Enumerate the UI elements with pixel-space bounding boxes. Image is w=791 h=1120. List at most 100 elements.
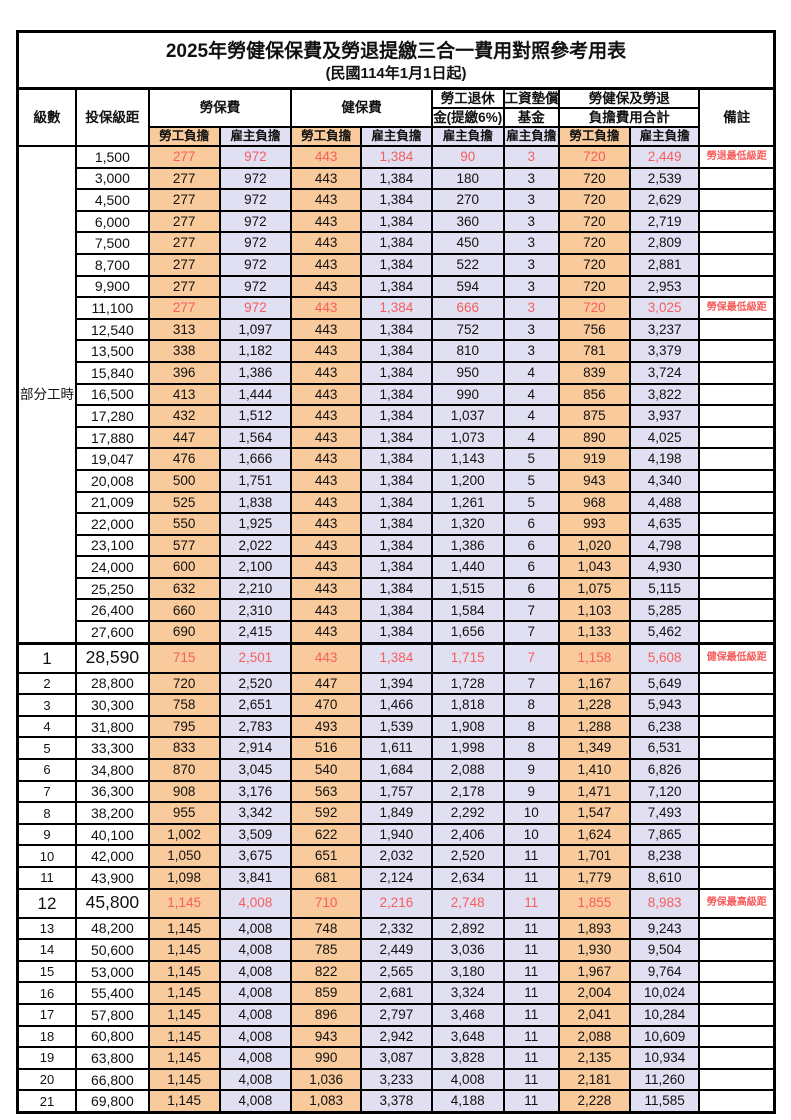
cell-total-employer: 4,635 [628,512,701,536]
cell-level: 3 [16,693,77,717]
subheader-total-employer: 雇主負擔 [628,126,701,147]
cell-pension-employer: 360 [430,209,505,234]
cell-total-employer: 8,983 [628,887,701,919]
cell-remark [698,598,776,623]
cell-health-employer: 1,384 [360,533,433,558]
cell-remark [698,209,776,234]
cell-total-employee: 856 [557,382,631,407]
cell-fund-employer: 11 [502,959,560,984]
cell-bracket: 55,400 [74,981,150,1005]
cell-pension-employer: 1,818 [430,693,505,717]
cell-total-employee: 943 [557,468,631,493]
cell-total-employer: 2,881 [628,252,701,277]
cell-labor-employer: 972 [218,188,293,212]
cell-fund-employer: 3 [502,231,560,255]
cell-health-employee: 443 [290,468,363,493]
table-row: 16 55,400 1,145 4,008 859 2,681 3,324 11 2,004 10… [16,981,776,1005]
cell-health-employer: 2,565 [360,959,433,984]
cell-remark: 勞保最高級距 [698,887,776,919]
table-row: 6 34,800 870 3,045 540 1,684 2,088 9 1,410 6,826 [16,758,776,782]
cell-total-employer: 9,764 [628,959,701,984]
cell-pension-employer: 2,748 [430,887,505,919]
table-row: 3 30,300 758 2,651 470 1,466 1,818 8 1,228 5,943 [16,693,776,717]
cell-health-employee: 443 [290,576,363,601]
cell-health-employee: 443 [290,533,363,558]
cell-level: 21 [16,1089,77,1114]
cell-total-employer: 6,826 [628,758,701,782]
page-subtitle: (民國114年1月1日起) [325,65,467,83]
cell-labor-employee: 500 [147,468,221,493]
cell-fund-employer: 11 [502,981,560,1005]
cell-remark [698,274,776,299]
cell-health-employee: 443 [290,209,363,234]
col-header-total-line2: 負擔費用合計 [557,107,701,128]
cell-fund-employer: 6 [502,555,560,579]
cell-level: 10 [16,844,77,868]
cell-health-employee: 447 [290,671,363,696]
table-row: 21 69,800 1,145 4,008 1,083 3,378 4,188 11 2,228… [16,1089,776,1114]
cell-pension-employer: 810 [430,339,505,363]
cell-health-employee: 563 [290,779,363,804]
cell-health-employee: 748 [290,916,363,941]
cell-health-employee: 443 [290,274,363,299]
cell-fund-employer: 7 [502,620,560,645]
cell-fund-employer: 4 [502,404,560,428]
cell-total-employer: 3,937 [628,404,701,428]
cell-health-employer: 1,849 [360,801,433,825]
cell-total-employee: 1,288 [557,714,631,739]
cell-level: 4 [16,714,77,739]
cell-bracket: 8,700 [74,252,150,277]
cell-pension-employer: 752 [430,317,505,342]
cell-bracket: 30,300 [74,693,150,717]
cell-health-employer: 1,940 [360,822,433,847]
cell-level: 2 [16,671,77,696]
cell-total-employer: 5,608 [628,641,701,674]
cell-bracket: 42,000 [74,844,150,868]
cell-health-employer: 1,384 [360,145,433,169]
table-row: 17 57,800 1,145 4,008 896 2,797 3,468 11 2,041 10… [16,1002,776,1027]
cell-health-employer: 1,384 [360,339,433,363]
cell-health-employer: 1,384 [360,360,433,385]
cell-fund-employer: 5 [502,490,560,515]
cell-health-employer: 1,384 [360,382,433,407]
table-row: 15 53,000 1,145 4,008 822 2,565 3,180 11 1,967 9,… [16,959,776,984]
subheader-labor-employer: 雇主負擔 [218,126,293,147]
cell-total-employee: 1,701 [557,844,631,868]
table-row: 4,500 277 972 443 1,384 270 3 720 2,629 [18,188,776,212]
cell-bracket: 15,840 [74,360,150,385]
cell-remark [698,231,776,255]
table-row: 部分工時 1,500 277 972 443 1,384 90 3 720 2,449 勞退最低級距 [16,144,776,645]
cell-total-employer: 3,822 [628,382,701,407]
cell-labor-employee: 600 [147,555,221,579]
cell-labor-employer: 972 [218,166,293,191]
cell-remark [698,382,776,407]
cell-health-employer: 1,384 [360,231,433,255]
cell-total-employee: 1,624 [557,822,631,847]
table-row: 24,000 600 2,100 443 1,384 1,440 6 1,043 4,930 [18,555,776,579]
cell-total-employee: 1,547 [557,801,631,825]
cell-labor-employer: 2,914 [218,736,293,761]
cell-remark [698,981,776,1005]
table-row: 15,840 396 1,386 443 1,384 950 4 839 3,724 [18,360,776,385]
cell-bracket: 34,800 [74,758,150,782]
cell-level: 17 [16,1002,77,1027]
cell-pension-employer: 3,036 [430,938,505,962]
cell-total-employee: 968 [557,490,631,515]
cell-pension-employer: 990 [430,382,505,407]
cell-labor-employee: 277 [147,274,221,299]
cell-fund-employer: 4 [502,425,560,450]
cell-health-employee: 896 [290,1002,363,1027]
cell-labor-employee: 447 [147,425,221,450]
cell-pension-employer: 1,908 [430,714,505,739]
cell-health-employer: 2,681 [360,981,433,1005]
cell-remark [698,317,776,342]
cell-total-employer: 8,238 [628,844,701,868]
cell-labor-employee: 577 [147,533,221,558]
cell-health-employer: 3,233 [360,1067,433,1092]
cell-fund-employer: 8 [502,693,560,717]
cell-remark [698,866,776,890]
cell-bracket: 1,500 [74,145,150,169]
cell-bracket: 50,600 [74,938,150,962]
cell-remark [698,736,776,761]
